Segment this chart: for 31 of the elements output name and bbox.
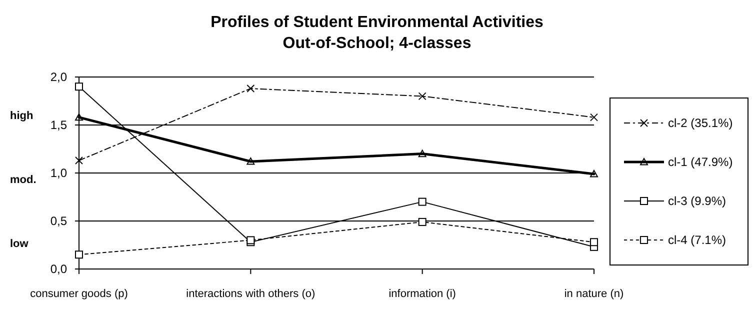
legend-label: cl-3 (9.9%) bbox=[668, 194, 726, 208]
text: low bbox=[10, 238, 29, 250]
chart-subtitle: Out-of-School; 4-classes bbox=[282, 35, 472, 52]
y-tick-label: 0,0 bbox=[50, 262, 68, 276]
x-tick-label: in nature (n) bbox=[564, 288, 624, 300]
chart-title: Profiles of Student Environmental Activities bbox=[210, 14, 544, 31]
point bbox=[590, 113, 598, 122]
x-tick-label: consumer goods (p) bbox=[30, 288, 128, 300]
text: mod. bbox=[10, 174, 36, 186]
point bbox=[590, 238, 598, 246]
point bbox=[418, 150, 426, 158]
point bbox=[75, 82, 83, 91]
point bbox=[75, 250, 83, 259]
y-tick-label: 1,0 bbox=[50, 166, 68, 180]
point bbox=[590, 170, 598, 178]
x-tick-label: information (i) bbox=[388, 288, 456, 300]
point bbox=[418, 92, 426, 100]
x-tick-label: interactions with others (o) bbox=[186, 288, 316, 300]
legend-label: cl-1 (47.9%) bbox=[668, 155, 733, 170]
legend-label: cl-2 (35.1%) bbox=[668, 116, 733, 130]
point bbox=[246, 157, 255, 165]
y-tick-label: 2,0 bbox=[50, 70, 68, 84]
point bbox=[246, 84, 255, 93]
text: high bbox=[10, 110, 34, 122]
point bbox=[75, 156, 83, 165]
y-tick-label: 0,5 bbox=[50, 214, 68, 228]
y-tick-label: 1,5 bbox=[50, 118, 68, 132]
point bbox=[418, 218, 426, 226]
legend-label: cl-4 (7.1%) bbox=[668, 233, 726, 248]
point bbox=[418, 198, 426, 206]
point bbox=[75, 113, 83, 121]
